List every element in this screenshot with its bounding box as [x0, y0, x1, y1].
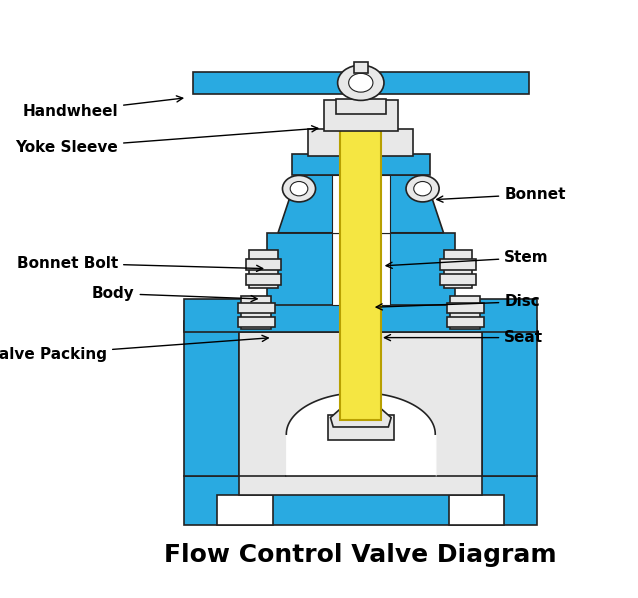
FancyBboxPatch shape	[440, 274, 475, 285]
Text: Disc: Disc	[376, 294, 540, 310]
FancyBboxPatch shape	[238, 303, 275, 313]
Text: Handwheel: Handwheel	[22, 96, 182, 119]
FancyBboxPatch shape	[482, 321, 537, 475]
Text: Yoke Sleeve: Yoke Sleeve	[15, 126, 318, 155]
FancyBboxPatch shape	[450, 296, 480, 329]
FancyBboxPatch shape	[328, 415, 394, 440]
FancyBboxPatch shape	[193, 72, 529, 94]
Polygon shape	[330, 409, 391, 427]
Ellipse shape	[406, 175, 439, 202]
Text: Seat: Seat	[385, 330, 544, 345]
FancyBboxPatch shape	[443, 251, 472, 288]
FancyBboxPatch shape	[241, 296, 271, 329]
FancyBboxPatch shape	[184, 321, 239, 475]
FancyBboxPatch shape	[184, 299, 537, 332]
FancyBboxPatch shape	[246, 260, 281, 270]
Ellipse shape	[338, 65, 384, 100]
Ellipse shape	[414, 182, 431, 196]
Ellipse shape	[283, 175, 316, 202]
FancyBboxPatch shape	[246, 274, 281, 285]
Text: Stem: Stem	[386, 250, 549, 269]
FancyBboxPatch shape	[341, 109, 381, 420]
FancyBboxPatch shape	[292, 154, 430, 175]
FancyBboxPatch shape	[249, 251, 278, 288]
FancyBboxPatch shape	[332, 175, 390, 233]
FancyBboxPatch shape	[447, 317, 484, 327]
FancyBboxPatch shape	[308, 129, 413, 155]
FancyBboxPatch shape	[218, 495, 272, 525]
FancyBboxPatch shape	[440, 260, 475, 270]
FancyBboxPatch shape	[336, 99, 385, 114]
FancyBboxPatch shape	[267, 233, 454, 304]
FancyBboxPatch shape	[353, 62, 368, 73]
FancyBboxPatch shape	[184, 475, 537, 525]
FancyBboxPatch shape	[238, 317, 275, 327]
Ellipse shape	[290, 182, 308, 196]
FancyBboxPatch shape	[447, 303, 484, 313]
Text: Bonnet: Bonnet	[437, 187, 566, 202]
Text: Bonnet Bolt: Bonnet Bolt	[17, 255, 263, 271]
FancyBboxPatch shape	[332, 233, 390, 304]
Text: Valve Packing: Valve Packing	[0, 335, 268, 362]
Text: Flow Control Valve Diagram: Flow Control Valve Diagram	[165, 542, 557, 566]
Polygon shape	[278, 175, 443, 233]
FancyBboxPatch shape	[324, 100, 397, 131]
Text: Body: Body	[92, 286, 257, 301]
Ellipse shape	[348, 74, 373, 92]
FancyBboxPatch shape	[449, 495, 504, 525]
FancyBboxPatch shape	[239, 332, 482, 475]
FancyBboxPatch shape	[239, 437, 482, 495]
